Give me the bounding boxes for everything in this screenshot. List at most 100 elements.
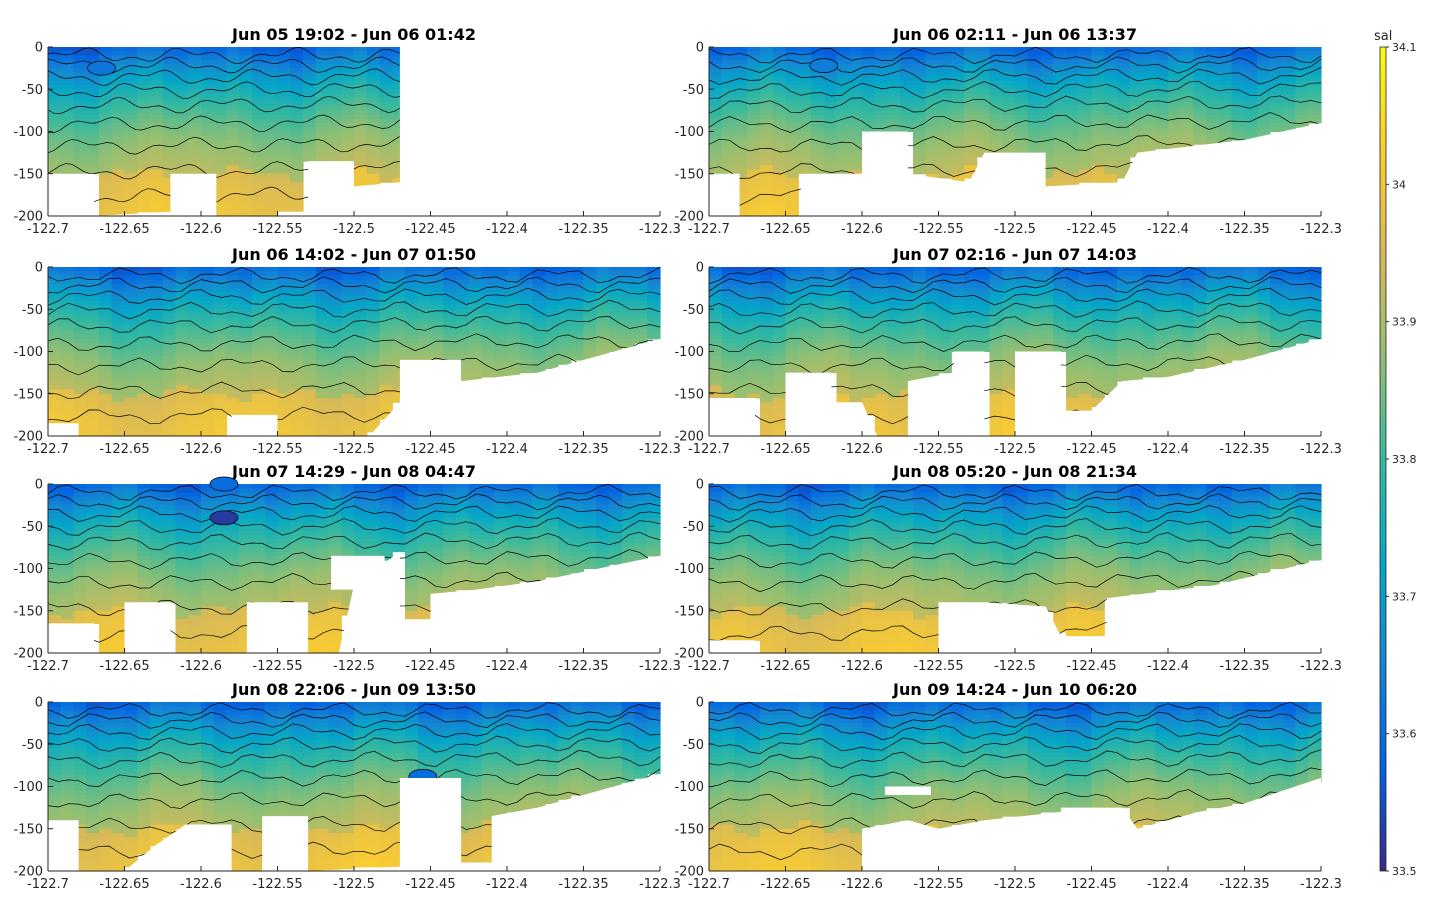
salinity-cell (1104, 364, 1118, 369)
salinity-cell (137, 283, 151, 289)
salinity-cell (366, 393, 381, 399)
salinity-cell (1117, 309, 1131, 315)
salinity-cell (111, 402, 126, 408)
salinity-cell (874, 330, 889, 336)
salinity-cell (315, 431, 330, 437)
salinity-cell (1155, 55, 1169, 61)
salinity-cell (1117, 355, 1131, 361)
salinity-cell (417, 271, 432, 277)
salinity-cell (1168, 131, 1182, 137)
salinity-cell (264, 89, 279, 95)
salinity-cell (213, 351, 228, 357)
salinity-cell (1117, 376, 1131, 382)
salinity-cell (1117, 156, 1131, 162)
salinity-cell (849, 76, 863, 82)
salinity-cell (772, 211, 787, 217)
salinity-cell (1027, 334, 1042, 340)
salinity-cell (900, 85, 914, 90)
salinity-cell (558, 292, 572, 298)
salinity-cell (290, 431, 304, 437)
salinity-cell (1282, 89, 1297, 95)
salinity-cell (1104, 275, 1118, 281)
salinity-cell (1053, 144, 1067, 149)
salinity-cell (1027, 309, 1042, 315)
salinity-cell (519, 368, 534, 374)
salinity-cell (1066, 389, 1080, 395)
salinity-cell (86, 106, 100, 111)
salinity-cell (86, 397, 100, 403)
salinity-cell (86, 148, 100, 154)
salinity-cell (1040, 279, 1054, 285)
salinity-cell (747, 72, 761, 78)
salinity-cell (213, 55, 228, 61)
salinity-cell (1270, 85, 1284, 90)
salinity-cell (264, 156, 279, 162)
salinity-cell (1002, 106, 1016, 111)
salinity-cell (1078, 389, 1093, 395)
salinity-cell (925, 106, 940, 111)
salinity-cell (201, 135, 215, 141)
salinity-cell (341, 89, 355, 95)
salinity-cell (1142, 127, 1156, 133)
salinity-cell (443, 313, 457, 319)
salinity-cell (481, 283, 495, 289)
salinity-cell (874, 309, 889, 315)
salinity-cell (1257, 85, 1271, 90)
salinity-cell (162, 343, 177, 348)
salinity-cell (570, 343, 585, 348)
salinity-cell (99, 203, 113, 209)
salinity-cell (1015, 93, 1029, 99)
y-tick-label: -200 (13, 430, 43, 445)
panel-title: Jun 06 02:11 - Jun 06 13:37 (892, 25, 1137, 44)
salinity-cell (494, 355, 508, 361)
salinity-cell (162, 156, 177, 162)
salinity-cell (1308, 72, 1322, 78)
salinity-cell (392, 397, 406, 403)
salinity-cell (124, 267, 138, 272)
salinity-cell (86, 271, 100, 277)
salinity-cell (747, 63, 761, 69)
salinity-cell (1040, 317, 1054, 323)
salinity-cell (239, 309, 253, 315)
salinity-cell (124, 55, 138, 61)
salinity-cell (634, 279, 648, 285)
salinity-cell (1117, 275, 1131, 281)
salinity-cell (709, 156, 723, 162)
salinity-cell (798, 368, 812, 374)
salinity-cell (811, 110, 825, 116)
salinity-cell (162, 410, 177, 416)
salinity-cell (1078, 330, 1093, 336)
salinity-cell (60, 402, 75, 408)
salinity-cell (647, 288, 661, 293)
salinity-cell (137, 317, 151, 323)
salinity-cell (60, 283, 75, 289)
salinity-cell (188, 309, 202, 315)
salinity-cell (150, 190, 164, 196)
salinity-cell (150, 267, 164, 272)
salinity-cell (226, 376, 240, 382)
salinity-cell (709, 59, 723, 65)
salinity-cell (86, 431, 100, 437)
salinity-cell (874, 419, 889, 424)
salinity-cell (456, 279, 470, 285)
salinity-cell (392, 114, 406, 120)
salinity-cell (519, 330, 534, 336)
salinity-cell (468, 300, 483, 306)
salinity-cell (1168, 114, 1182, 120)
salinity-cell (989, 131, 1003, 137)
salinity-cell (341, 68, 355, 73)
salinity-cell (99, 144, 113, 149)
salinity-cell (1027, 51, 1042, 57)
y-tick-label: -200 (13, 210, 43, 225)
salinity-cell (315, 279, 330, 285)
salinity-cell (124, 385, 138, 391)
salinity-cell (226, 68, 240, 73)
salinity-cell (760, 127, 774, 133)
salinity-cell (1270, 101, 1284, 107)
salinity-cell (1066, 89, 1080, 95)
salinity-cell (772, 207, 787, 213)
salinity-cell (1104, 68, 1118, 73)
salinity-cell (150, 406, 164, 412)
salinity-cell (1117, 288, 1131, 293)
salinity-cell (213, 59, 228, 65)
